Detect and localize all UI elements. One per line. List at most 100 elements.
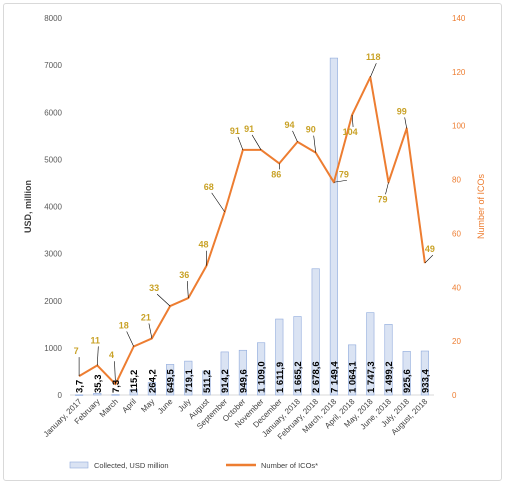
bar: [329, 57, 338, 396]
ico-count-line: [78, 76, 426, 386]
bar-value-label: 35,3: [93, 375, 104, 394]
y-tick-right: 80: [452, 176, 461, 185]
line-value-label: 91: [244, 124, 254, 134]
labels-layer: 3,7 35,3 7,3 115,2 264,2 649,5 719,1 511,2 914,2…: [74, 52, 435, 393]
leader-line: [114, 361, 116, 385]
bar: [147, 382, 156, 396]
bar: [75, 394, 84, 396]
leader-line: [237, 136, 244, 151]
bar-value-label: 115,2: [129, 370, 140, 393]
bar-value-label: 925,6: [402, 369, 413, 393]
line-value-label: 86: [271, 169, 281, 179]
line-value-label: 94: [284, 120, 294, 130]
leader-line: [385, 182, 389, 195]
leader-line: [404, 117, 407, 129]
bar: [220, 351, 229, 396]
y-tick-left: 6000: [44, 108, 62, 117]
bars-layer: [75, 57, 429, 396]
chart-frame: [3, 3, 502, 481]
line-value-label: 79: [377, 194, 387, 204]
bar-value-label: 949,6: [238, 369, 249, 393]
bar-value-label: 7 149,4: [329, 361, 340, 393]
y-tick-right: 60: [452, 229, 461, 238]
line-value-label: 18: [119, 321, 129, 331]
line-value-label: 33: [149, 283, 159, 293]
bar-value-label: 1 747,3: [366, 361, 377, 393]
line-value-label: 11: [91, 335, 101, 345]
line-value-label: 79: [339, 169, 349, 179]
bar: [111, 394, 120, 396]
bar-value-label: 1 611,9: [275, 362, 286, 393]
y-tick-left: 3000: [44, 250, 62, 259]
bar-value-label: 1 109,0: [257, 361, 268, 393]
bar: [202, 370, 211, 396]
y-tick-right: 20: [452, 337, 461, 346]
y-tick-left: 5000: [44, 155, 62, 164]
line-value-label: 36: [179, 270, 189, 280]
leader-line: [187, 281, 189, 299]
bar-value-label: 3,7: [75, 380, 86, 393]
y-tick-left: 8000: [44, 14, 62, 23]
y-tick-left: 7000: [44, 61, 62, 70]
line-value-label: 7: [74, 346, 79, 356]
y-tick-right: 100: [452, 122, 466, 131]
bar: [184, 360, 193, 396]
y-tick-left: 2000: [44, 297, 62, 306]
x-tick-label: May: [139, 397, 156, 414]
bar: [384, 324, 393, 396]
y-tick-right: 0: [452, 391, 457, 400]
bar-value-label: 2 678,6: [311, 361, 322, 393]
bar: [420, 350, 429, 396]
leader-line: [156, 293, 171, 307]
leader-line: [97, 346, 99, 366]
legend-bar-label: Collected, USD million: [94, 461, 169, 470]
leader-line: [148, 323, 153, 339]
line-value-label: 4: [109, 350, 114, 360]
line-value-label: 49: [425, 244, 435, 254]
line-value-label: 90: [306, 125, 316, 135]
bar: [238, 349, 247, 396]
bar-value-label: 7,3: [111, 380, 122, 393]
bar-value-label: 1 665,2: [293, 361, 304, 393]
x-tick-label: March: [98, 397, 120, 419]
bar: [402, 351, 411, 396]
leader-line: [333, 179, 347, 183]
y2-axis-title: Number of ICOs: [476, 173, 486, 239]
bar: [275, 318, 284, 396]
legend-bar-swatch: [69, 461, 89, 469]
leader-line: [424, 254, 434, 264]
leader-line: [211, 192, 225, 213]
bar-value-label: 1 064,1: [348, 361, 359, 393]
y-tick-right: 120: [452, 68, 466, 77]
bar-value-label: 1 499,2: [384, 361, 395, 393]
leader-line: [126, 331, 134, 347]
bar-value-label: 649,5: [166, 369, 177, 393]
y-tick-left: 1000: [44, 344, 62, 353]
y-axis-title: USD, million: [23, 180, 33, 233]
bar: [366, 312, 375, 396]
bar-value-label: 933,4: [420, 369, 431, 393]
bar: [93, 393, 102, 396]
line-value-label: 68: [204, 182, 214, 192]
bar: [311, 268, 320, 396]
legend-line-label: Number of ICOs*: [261, 461, 318, 470]
line-value-label: 21: [141, 312, 151, 322]
line-value-label: 99: [397, 106, 407, 116]
x-tick-label: June: [156, 397, 175, 416]
bar-value-label: 719,1: [184, 369, 195, 393]
line-value-label: 118: [366, 52, 381, 62]
bar-value-label: 914,2: [220, 369, 231, 393]
y-tick-left: 4000: [44, 203, 62, 212]
bar-value-label: 511,2: [202, 370, 213, 393]
bar: [129, 389, 138, 396]
y-tick-left: 0: [58, 391, 63, 400]
bar: [166, 364, 175, 396]
line-value-label: 104: [343, 127, 358, 137]
bar: [257, 342, 266, 396]
y-tick-right: 40: [452, 283, 461, 292]
leader-line: [292, 130, 298, 142]
leader-line: [313, 135, 316, 153]
bar: [348, 344, 357, 396]
line-layer: [78, 76, 426, 386]
